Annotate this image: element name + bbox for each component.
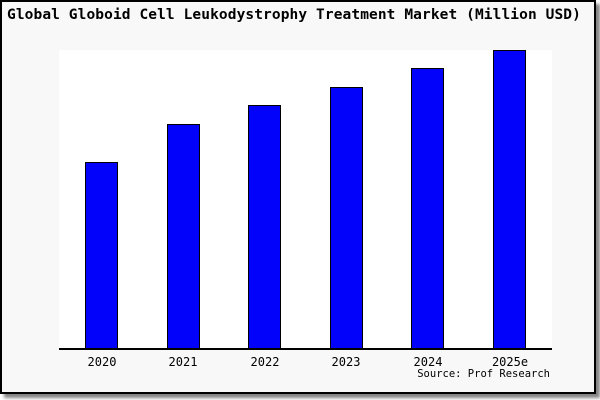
x-tick-label-2020: 2020 xyxy=(87,355,117,369)
bar-2024 xyxy=(411,68,444,348)
bar-2022 xyxy=(248,105,281,348)
bar-2021 xyxy=(167,124,200,348)
x-tick-label-2023: 2023 xyxy=(331,355,361,369)
x-tick-label-2025e: 2025e xyxy=(491,355,529,369)
bar-2025e xyxy=(493,50,526,348)
x-tick-label-2022: 2022 xyxy=(250,355,280,369)
x-tick-label-2021: 2021 xyxy=(168,355,198,369)
x-tick-label-2024: 2024 xyxy=(413,355,443,369)
chart-frame: Global Globoid Cell Leukodystrophy Treat… xyxy=(0,0,596,394)
chart-title: Global Globoid Cell Leukodystrophy Treat… xyxy=(7,7,581,23)
source-credit: Source: Prof Research xyxy=(417,368,550,380)
plot-area xyxy=(59,50,552,350)
bar-2023 xyxy=(330,87,363,348)
bar-2020 xyxy=(85,162,118,348)
